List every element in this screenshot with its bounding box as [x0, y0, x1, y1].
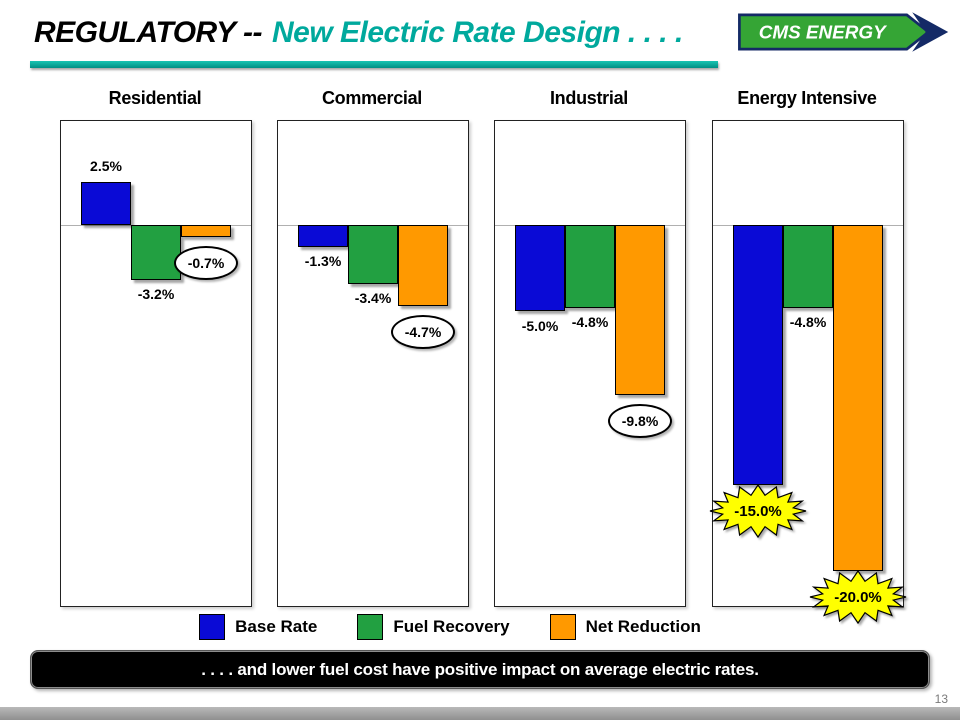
callout-oval: -0.7% — [174, 246, 238, 281]
chart-category-label: Energy Intensive — [737, 88, 877, 108]
starburst-shape — [809, 570, 907, 625]
bar-value-label: -3.2% — [137, 286, 175, 303]
footer-message-text: . . . . and lower fuel cost have positiv… — [201, 659, 759, 679]
bar-base-rate — [515, 224, 565, 312]
callout-starburst: -20.0% — [809, 570, 907, 625]
chart-residential: Residential 2.5% -3.2% -0.7% — [60, 88, 252, 633]
bottom-strip — [0, 707, 960, 720]
charts-row: Residential 2.5% -3.2% -0.7% Commercial -1.3%… — [0, 88, 960, 633]
legend-swatch — [549, 614, 576, 640]
legend-item-base-rate: Base Rate — [199, 614, 317, 640]
page-number: 13 — [934, 692, 948, 706]
bar-fuel-recovery — [565, 224, 615, 308]
legend-label: Fuel Recovery — [393, 617, 510, 636]
legend-swatch — [357, 614, 384, 640]
chart-industrial: Industrial -5.0% -4.8% -9.8% — [494, 88, 686, 633]
cms-energy-logo: CMS ENERGY — [734, 8, 950, 56]
chart-panel: -5.0% -4.8% -9.8% — [494, 120, 686, 607]
legend-label: Net Reduction — [585, 617, 701, 636]
chart-category-label: Residential — [108, 88, 202, 108]
chart-commercial: Commercial -1.3% -3.4% -4.7% — [277, 88, 469, 633]
page-title: REGULATORY -- New Electric Rate Design . … — [34, 16, 683, 50]
bar-value-label: -4.8% — [571, 314, 609, 331]
bar-value-label: -3.4% — [354, 289, 392, 306]
starburst-value-label: -15.0% — [734, 503, 782, 520]
bar-base-rate — [298, 224, 348, 248]
chart-category-label: Industrial — [549, 88, 628, 108]
title-main: New Electric Rate Design . . . . — [271, 16, 683, 49]
chart-panel: -15.0% -4.8% -20.0% — [709, 120, 907, 625]
starburst-shape — [709, 483, 807, 538]
bar-base-rate — [733, 224, 783, 485]
chart-panel: -1.3% -3.4% -4.7% — [277, 120, 469, 607]
legend-swatch — [199, 614, 226, 640]
title-prefix: REGULATORY -- — [34, 16, 262, 49]
logo-text: CMS ENERGY — [759, 22, 888, 43]
bar-value-label: 2.5% — [90, 157, 122, 174]
chart-panel: 2.5% -3.2% -0.7% — [60, 120, 252, 607]
title-underline — [30, 61, 718, 68]
callout-oval: -9.8% — [608, 403, 672, 438]
legend: Base Rate Fuel Recovery Net Reduction — [90, 612, 810, 642]
logo-arrow-shape — [912, 12, 949, 52]
bar-value-label: -1.3% — [304, 253, 342, 270]
bar-fuel-recovery — [348, 224, 398, 284]
legend-item-fuel-recovery: Fuel Recovery — [357, 614, 510, 640]
cms-energy-logo-graphic: CMS ENERGY — [738, 12, 949, 52]
bar-net-reduction — [615, 224, 665, 395]
bar-net-reduction — [398, 224, 448, 307]
bar-value-label: -4.8% — [789, 314, 827, 331]
starburst-value-label: -20.0% — [834, 589, 882, 606]
callout-oval: -4.7% — [391, 315, 455, 350]
callout-starburst: -15.0% — [709, 483, 807, 538]
bar-base-rate — [81, 181, 131, 225]
legend-item-net-reduction: Net Reduction — [549, 614, 701, 640]
footer-message-bar: . . . . and lower fuel cost have positiv… — [30, 650, 930, 689]
bar-fuel-recovery — [131, 224, 181, 281]
bar-net-reduction — [833, 224, 883, 572]
bar-value-label: -5.0% — [521, 317, 559, 334]
bar-fuel-recovery — [783, 224, 833, 308]
chart-category-label: Commercial — [321, 88, 423, 108]
legend-label: Base Rate — [235, 617, 318, 636]
chart-energy-intensive: Energy Intensive -15.0% -4.8% -20.0% — [709, 88, 907, 633]
logo-band-shape — [738, 13, 931, 51]
bar-net-reduction — [181, 224, 231, 237]
